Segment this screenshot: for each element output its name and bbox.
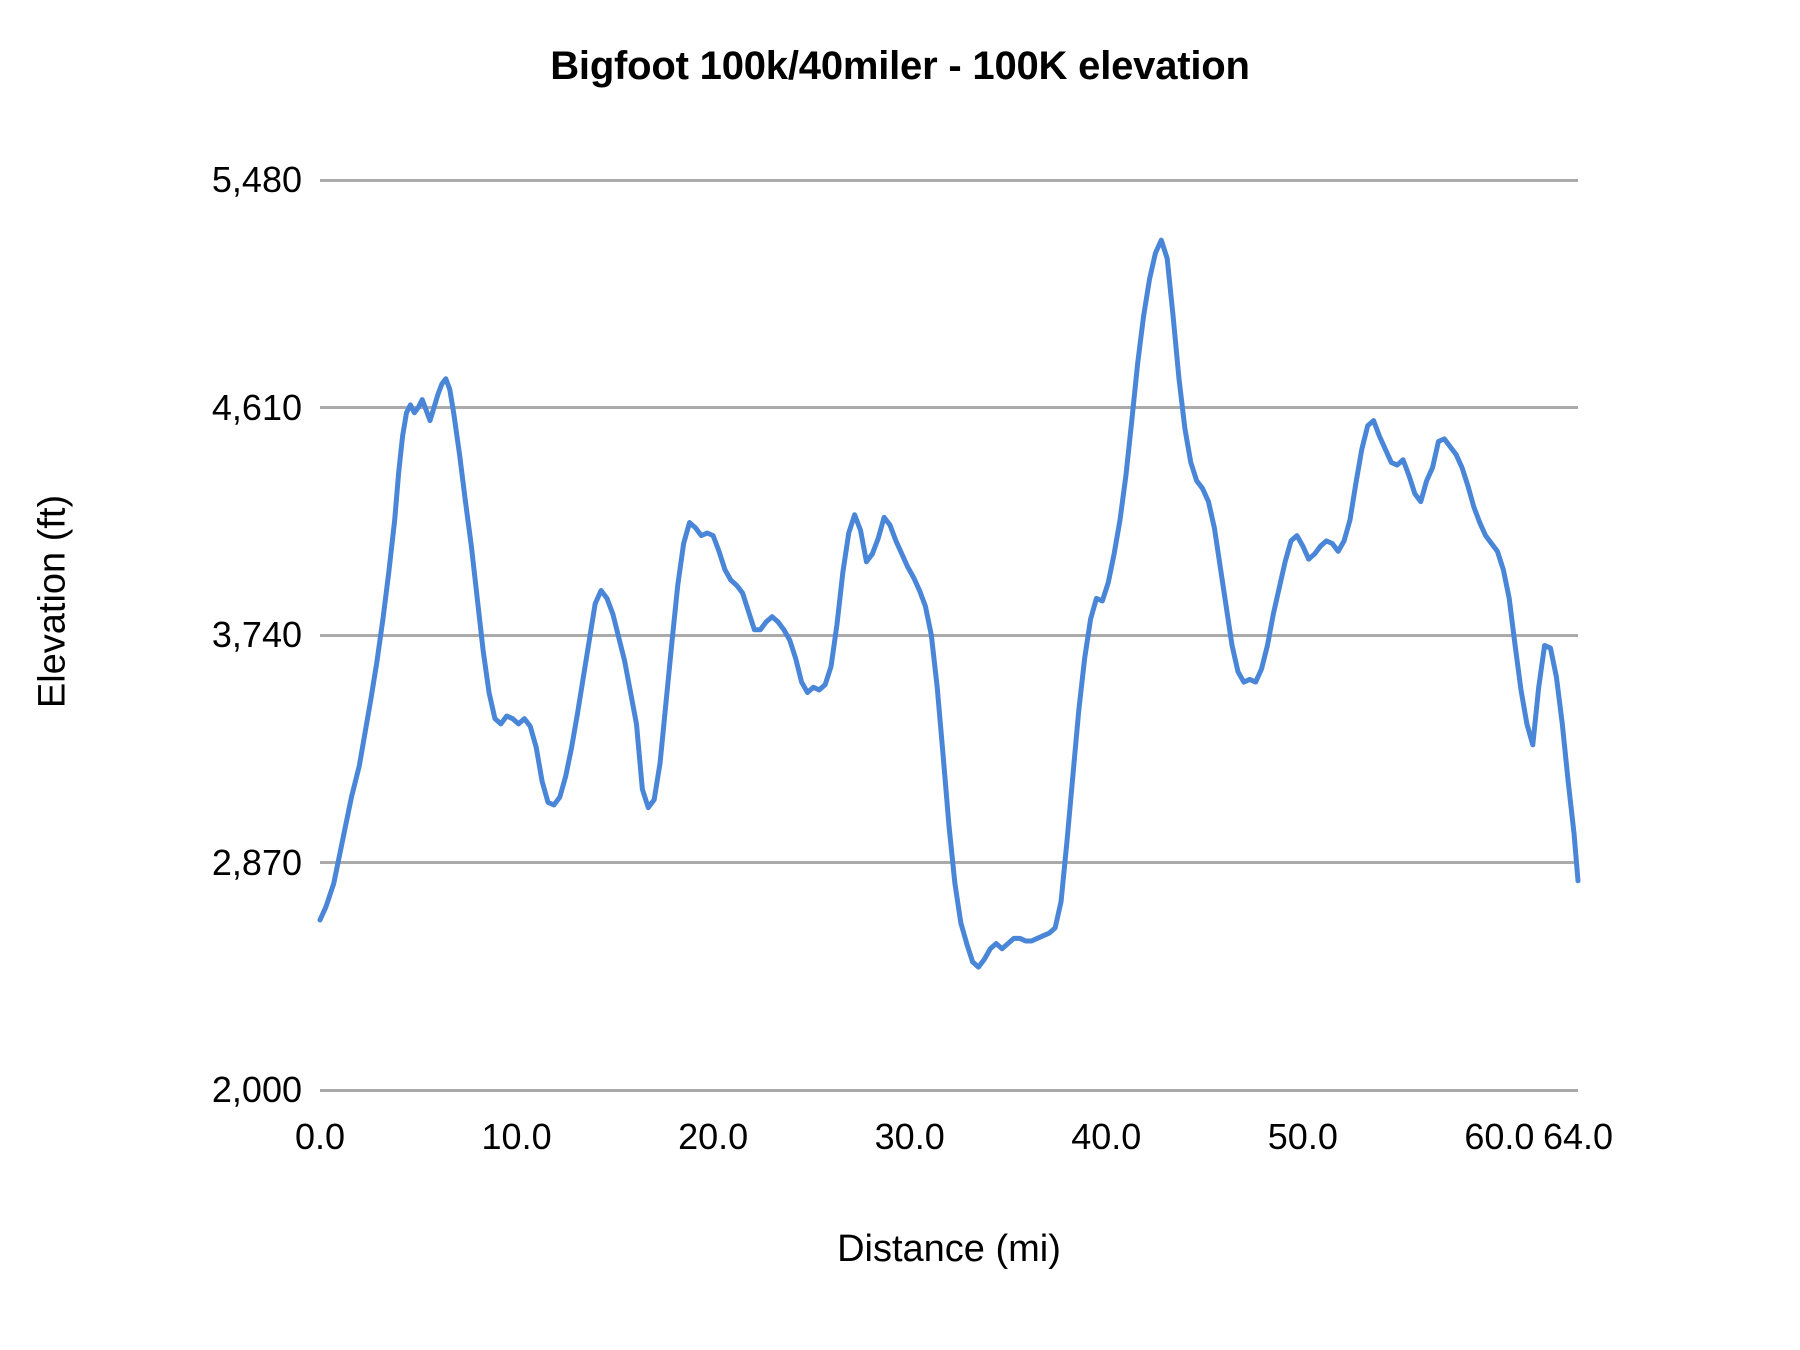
elevation-polyline bbox=[320, 240, 1578, 967]
y-axis-tick-labels: 2,000 2,870 3,740 4,610 5,480 bbox=[120, 159, 302, 1110]
y-tick-label: 3,740 bbox=[211, 614, 302, 655]
y-axis-title: Elevation (ft) bbox=[31, 494, 74, 709]
x-tick-label: 30.0 bbox=[874, 1116, 945, 1157]
chart-title: Bigfoot 100k/40miler - 100K elevation bbox=[550, 44, 1250, 88]
plot-area bbox=[320, 178, 1578, 1092]
x-tick-label: 50.0 bbox=[1267, 1116, 1338, 1157]
elevation-line-series bbox=[320, 180, 1578, 1090]
x-tick-label: 10.0 bbox=[481, 1116, 552, 1157]
x-axis-tick-labels: 0.0 10.0 20.0 30.0 40.0 50.0 60.0 64.0 bbox=[295, 1116, 1613, 1176]
gridline-2870 bbox=[320, 861, 1578, 864]
x-tick-label: 40.0 bbox=[1071, 1116, 1142, 1157]
gridline-5480 bbox=[320, 178, 1578, 182]
gridline-2000 bbox=[320, 1088, 1578, 1092]
x-tick-label: 64.0 bbox=[1542, 1116, 1614, 1157]
x-tick-label: 0.0 bbox=[294, 1116, 346, 1157]
y-tick-label: 2,870 bbox=[211, 841, 302, 883]
gridline-4610 bbox=[320, 406, 1578, 409]
y-tick-label: 2,000 bbox=[211, 1069, 302, 1110]
y-tick-label: 4,610 bbox=[211, 386, 302, 428]
gridline-3740 bbox=[320, 633, 1578, 637]
x-tick-label: 20.0 bbox=[678, 1116, 749, 1157]
x-tick-label: 60.0 bbox=[1464, 1116, 1535, 1157]
gridlines bbox=[320, 178, 1578, 1092]
x-axis-title: Distance (mi) bbox=[837, 1228, 1061, 1270]
y-tick-label: 5,480 bbox=[211, 159, 302, 200]
